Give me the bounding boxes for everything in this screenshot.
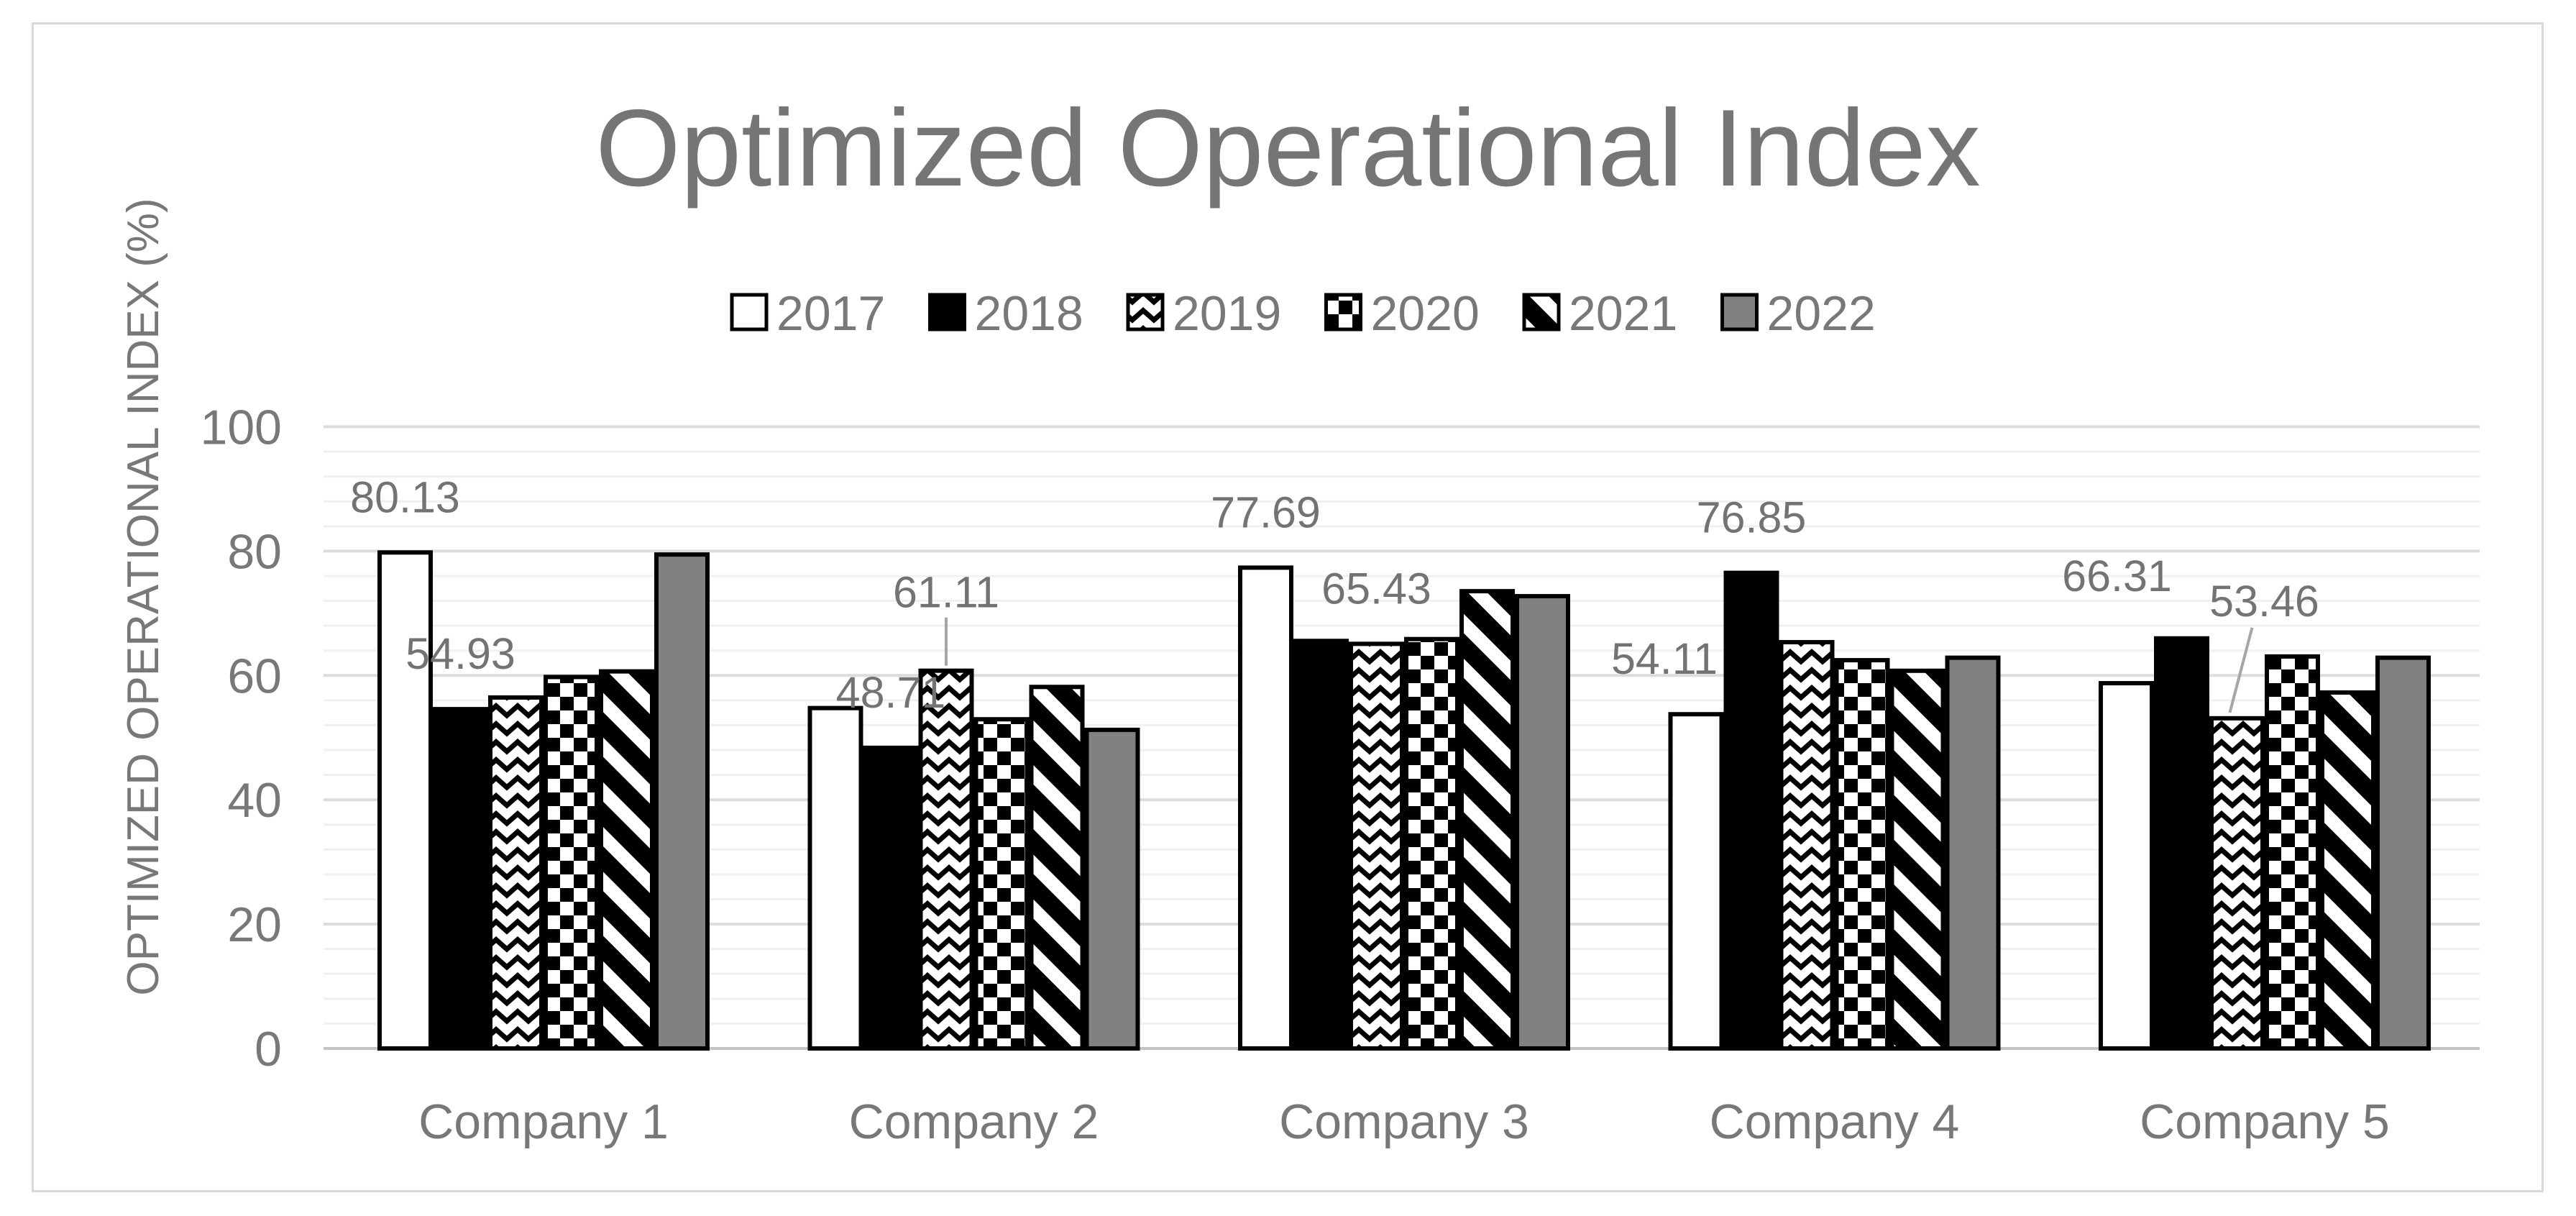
bar-company-3-2018: [1293, 639, 1349, 1051]
x-axis-label-company-5: Company 5: [2140, 1094, 2390, 1149]
bar-company-5-2019: [2209, 716, 2265, 1051]
bar-company-5-2021: [2320, 690, 2375, 1051]
bar-company-1-2017: [377, 550, 433, 1051]
bar-company-3-2019: [1349, 641, 1404, 1051]
bar-company-4-2022: [1945, 655, 2001, 1051]
data-label-company-4-2018: 76.85: [1697, 493, 1807, 542]
bars: [377, 550, 2431, 1051]
legend-item-2017: 2017: [730, 286, 885, 341]
data-label-company-4-2017: 54.11: [1611, 634, 1718, 683]
x-axis-label-company-1: Company 1: [418, 1094, 669, 1149]
y-tick-label-40: 40: [227, 773, 282, 828]
data-label-company-3-2017: 77.69: [1211, 488, 1321, 536]
bar-company-3-2021: [1459, 589, 1515, 1051]
data-label-company-2-2019: 61.11: [893, 568, 999, 617]
data-label-company-3-2019: 65.43: [1321, 564, 1431, 613]
data-label-company-1-2017: 80.13: [350, 472, 460, 521]
data-label-company-2-2018: 48.71: [836, 668, 946, 717]
y-tick-label-100: 100: [201, 401, 282, 455]
bar-company-4-2018: [1723, 570, 1779, 1051]
legend-label-2017: 2017: [776, 286, 885, 341]
data-label-company-1-2018: 54.93: [405, 629, 515, 678]
bar-company-1-2022: [654, 552, 710, 1051]
legend-swatch-2017: [730, 293, 769, 332]
data-label-company-5-2018: 66.31: [2062, 552, 2172, 600]
legend-swatch-2019: [1126, 293, 1165, 332]
bar-company-4-2019: [1779, 640, 1835, 1051]
bar-company-3-2017: [1238, 565, 1293, 1051]
bar-company-4-2021: [1889, 668, 1945, 1051]
bar-company-4-2020: [1834, 658, 1890, 1051]
bar-company-2-2020: [973, 717, 1030, 1051]
legend-label-2020: 2020: [1371, 286, 1480, 341]
y-tick-label-0: 0: [255, 1022, 282, 1076]
bar-company-1-2020: [544, 675, 599, 1051]
x-axis-label-company-3: Company 3: [1279, 1094, 1529, 1149]
bar-company-1-2018: [433, 707, 488, 1051]
legend-label-2018: 2018: [975, 286, 1083, 341]
bar-company-2-2019: [918, 668, 974, 1051]
x-axis-label-company-2: Company 2: [849, 1094, 1099, 1149]
y-tick-label-60: 60: [227, 649, 282, 703]
y-tick-label-80: 80: [227, 524, 282, 579]
bar-company-3-2020: [1404, 636, 1459, 1051]
legend-swatch-2021: [1522, 293, 1561, 332]
bar-company-1-2019: [488, 695, 544, 1051]
x-axis-label-company-4: Company 4: [1710, 1094, 1960, 1149]
legend-item-2022: 2022: [1720, 286, 1876, 341]
legend-label-2022: 2022: [1767, 286, 1876, 341]
legend-item-2020: 2020: [1324, 286, 1480, 341]
legend-item-2018: 2018: [928, 286, 1083, 341]
bar-company-5-2022: [2375, 655, 2431, 1051]
chart-frame: [32, 22, 2544, 1192]
bar-company-5-2020: [2265, 654, 2320, 1051]
bar-company-4-2017: [1668, 712, 1724, 1051]
legend-item-2019: 2019: [1126, 286, 1281, 341]
bar-company-5-2017: [2099, 681, 2154, 1051]
bar-company-2-2017: [807, 705, 863, 1051]
bar-company-1-2021: [599, 669, 654, 1051]
bar-company-3-2022: [1515, 594, 1570, 1051]
legend-label-2021: 2021: [1569, 286, 1677, 341]
bar-company-2-2021: [1029, 685, 1085, 1051]
legend-swatch-2022: [1720, 293, 1759, 332]
data-label-leader-company-5-2019: [2228, 627, 2254, 713]
bar-company-2-2022: [1084, 727, 1140, 1051]
data-label-company-5-2019: 53.46: [2209, 577, 2319, 626]
legend: 2017 2018 2019 2020 2021 2022: [730, 286, 1876, 341]
legend-swatch-2020: [1324, 293, 1362, 332]
bar-company-2-2018: [863, 745, 919, 1051]
legend-label-2019: 2019: [1173, 286, 1281, 341]
bar-company-5-2018: [2154, 636, 2209, 1051]
y-tick-label-20: 20: [227, 897, 282, 952]
legend-item-2021: 2021: [1522, 286, 1677, 341]
legend-swatch-2018: [928, 293, 966, 332]
chart-title: Optimized Operational Index: [595, 87, 1981, 209]
